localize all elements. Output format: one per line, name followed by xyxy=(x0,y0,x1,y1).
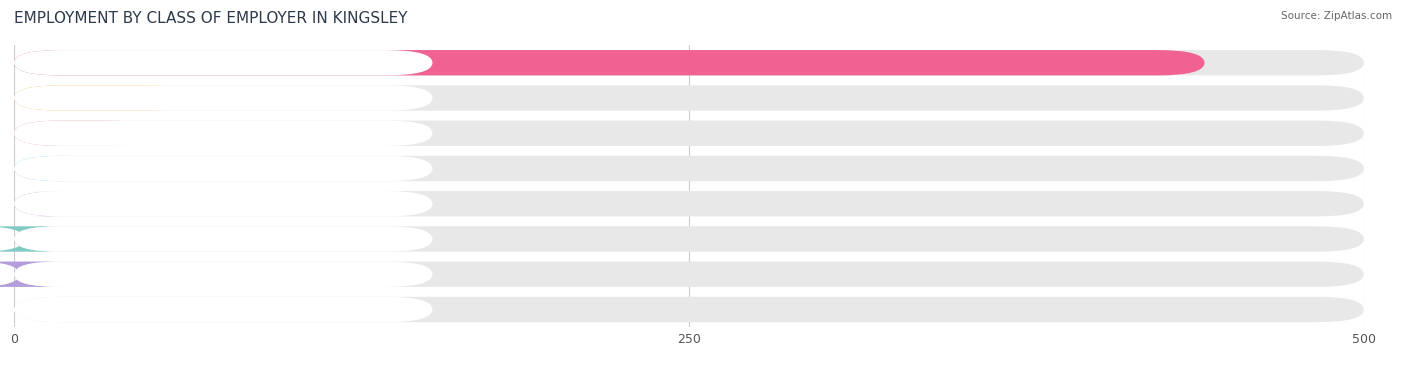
Text: Unpaid Family Workers: Unpaid Family Workers xyxy=(42,303,186,316)
Text: State Government Employees: State Government Employees xyxy=(42,197,229,210)
Text: Federal Government Employees: Federal Government Employees xyxy=(42,232,243,246)
Text: 67: 67 xyxy=(211,91,226,105)
Text: 35: 35 xyxy=(125,162,141,175)
Text: 25: 25 xyxy=(98,197,114,210)
Text: Local Government Employees: Local Government Employees xyxy=(42,162,229,175)
Text: Self-Employed (Not Incorporated): Self-Employed (Not Incorporated) xyxy=(42,127,252,140)
Text: Private Company Employees: Private Company Employees xyxy=(42,56,221,69)
Text: 441: 441 xyxy=(1220,56,1244,69)
Text: Not-for-profit Organizations: Not-for-profit Organizations xyxy=(42,91,214,105)
Text: Source: ZipAtlas.com: Source: ZipAtlas.com xyxy=(1281,11,1392,21)
Text: EMPLOYMENT BY CLASS OF EMPLOYER IN KINGSLEY: EMPLOYMENT BY CLASS OF EMPLOYER IN KINGS… xyxy=(14,11,408,26)
Text: Self-Employed (Incorporated): Self-Employed (Incorporated) xyxy=(42,268,226,281)
Text: 2: 2 xyxy=(35,268,44,281)
Text: 52: 52 xyxy=(170,127,187,140)
Text: 0: 0 xyxy=(31,303,38,316)
Text: 4: 4 xyxy=(41,232,49,246)
